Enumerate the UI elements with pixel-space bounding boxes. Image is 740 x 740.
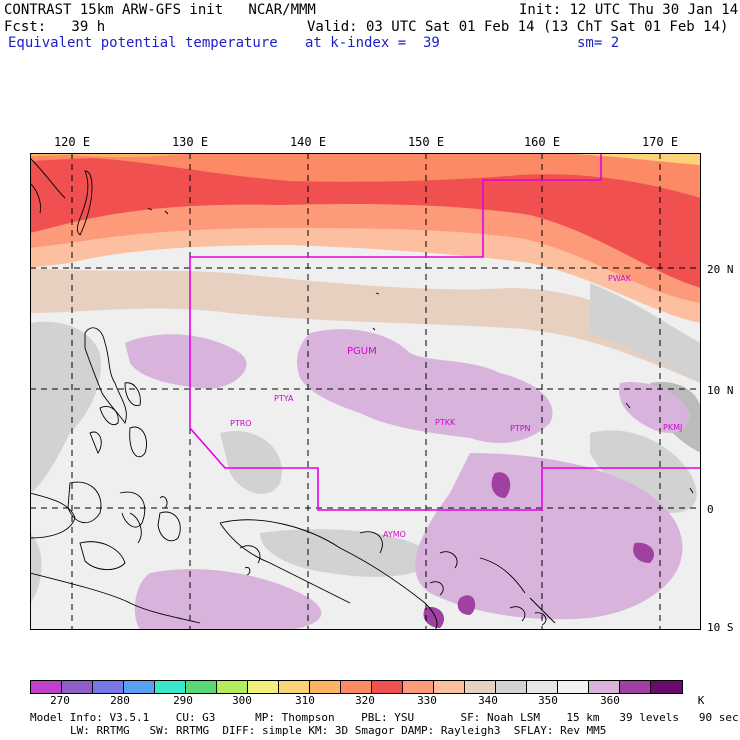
station-ptro: PTRO	[230, 419, 252, 428]
colorbar-swatch	[278, 680, 310, 694]
station-ptpn: PTPN	[510, 424, 531, 433]
colorbar-swatch	[216, 680, 248, 694]
lon-label: 150 E	[407, 135, 445, 149]
colorbar-label: 320	[355, 694, 375, 707]
station-pgum: PGUM	[347, 346, 377, 357]
colorbar-swatch	[123, 680, 155, 694]
colorbar-label: 310	[295, 694, 315, 707]
theta-e-map: PGUM PTYA PTRO PTKK PTPN PKMJ PWAK AYMO	[30, 153, 701, 630]
colorbar-swatch	[309, 680, 341, 694]
colorbar-swatch	[340, 680, 372, 694]
colorbar-swatch	[402, 680, 434, 694]
field-name: Equivalent potential temperature	[8, 35, 278, 51]
colorbar-swatch	[185, 680, 217, 694]
colorbar-swatch	[30, 680, 62, 694]
run-title: CONTRAST 15km ARW-GFS init NCAR/MMM	[4, 2, 316, 18]
colorbar-label: 330	[417, 694, 437, 707]
station-labels: PGUM PTYA PTRO PTKK PTPN PKMJ PWAK AYMO	[230, 274, 682, 539]
lon-label: 160 E	[523, 135, 561, 149]
valid-time: Valid: 03 UTC Sat 01 Feb 14 (13 ChT Sat …	[307, 19, 729, 35]
colorbar-swatch	[464, 680, 496, 694]
forecast-hour: Fcst: 39 h	[4, 19, 106, 35]
colorbar-swatch	[619, 680, 651, 694]
colorbar-swatch	[371, 680, 403, 694]
colorbar-swatch	[247, 680, 279, 694]
lat-label: 0	[707, 503, 714, 516]
colorbar-label: 360	[600, 694, 620, 707]
station-pwak: PWAK	[608, 274, 632, 283]
colorbar-label: 350	[538, 694, 558, 707]
map-frame	[30, 153, 701, 630]
colorbar-swatch	[92, 680, 124, 694]
smoothing: sm= 2	[577, 35, 620, 51]
colorbar-swatch	[557, 680, 589, 694]
lat-label: 10 S	[707, 621, 734, 634]
station-pkmj: PKMJ	[663, 423, 682, 432]
lon-label: 120 E	[53, 135, 91, 149]
station-ptya: PTYA	[274, 394, 294, 403]
colorbar-swatch	[495, 680, 527, 694]
level-index: at k-index = 39	[305, 35, 440, 51]
colorbar-label: 290	[173, 694, 193, 707]
colorbar-swatch	[154, 680, 186, 694]
lat-label: 20 N	[707, 263, 734, 276]
lat-label: 10 N	[707, 384, 734, 397]
lon-label: 140 E	[289, 135, 327, 149]
colorbar-swatch	[526, 680, 558, 694]
colorbar-label: 340	[478, 694, 498, 707]
coastlines	[30, 157, 694, 630]
fir-boundary	[189, 153, 701, 511]
station-ptkk: PTKK	[435, 418, 456, 427]
init-time: Init: 12 UTC Thu 30 Jan 14	[519, 2, 739, 18]
colorbar-label: 270	[50, 694, 70, 707]
colorbar-swatch	[650, 680, 683, 694]
grid-lines	[30, 153, 701, 630]
lon-label: 170 E	[641, 135, 679, 149]
colorbar-swatch	[588, 680, 620, 694]
colorbar-swatch	[433, 680, 465, 694]
station-aymo: AYMO	[383, 530, 406, 539]
colorbar-unit: K	[697, 694, 705, 707]
model-info-line1: Model Info: V3.5.1 CU: G3 MP: Thompson P…	[30, 711, 739, 724]
colorbar-swatch	[61, 680, 93, 694]
lon-label: 130 E	[171, 135, 209, 149]
colorbar-label: 280	[110, 694, 130, 707]
theta-e-field	[30, 153, 701, 630]
model-info-line2: LW: RRTMG SW: RRTMG DIFF: simple KM: 3D …	[70, 724, 607, 737]
colorbar-label: 300	[232, 694, 252, 707]
